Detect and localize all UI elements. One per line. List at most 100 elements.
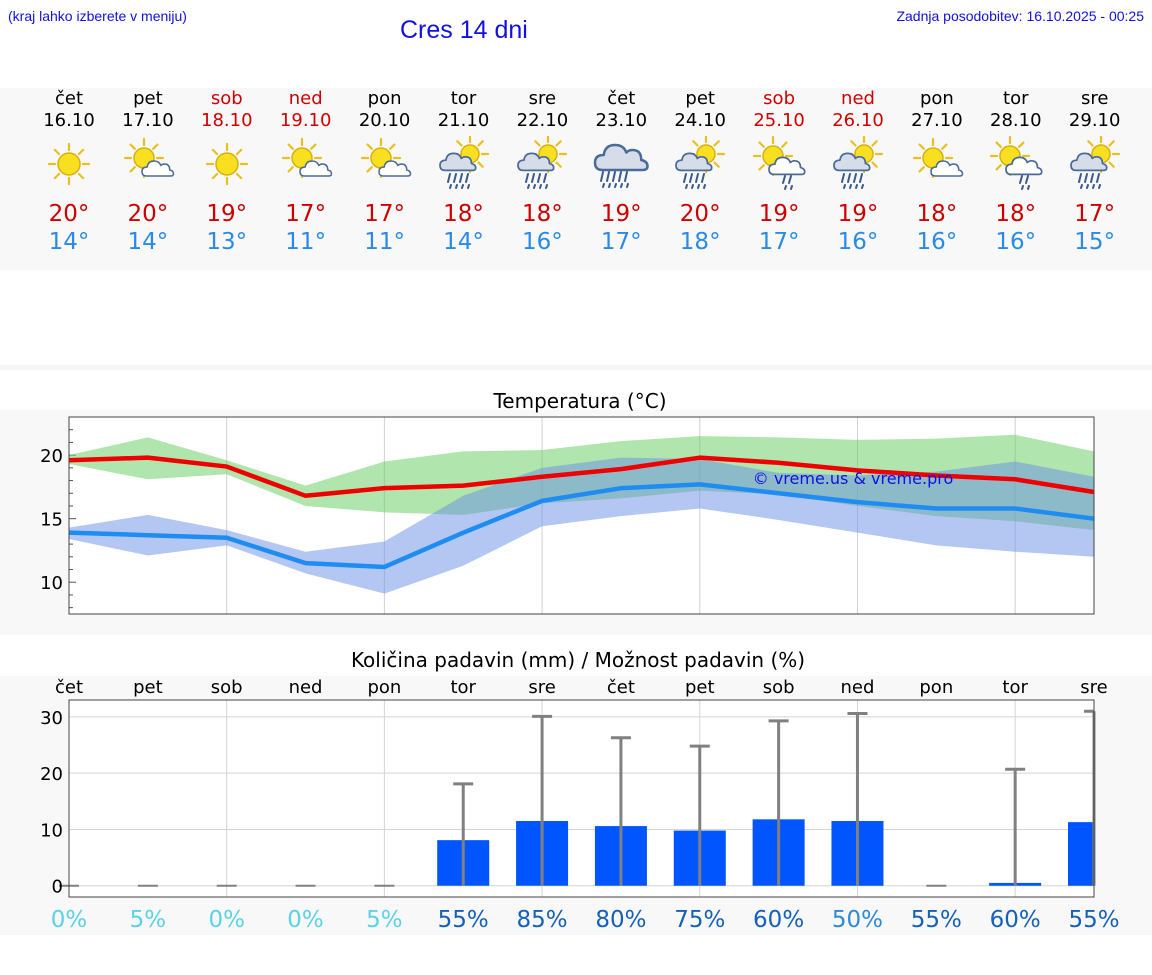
x-tick-label: sob xyxy=(763,677,795,698)
y-tick-label: 10 xyxy=(40,820,63,841)
x-tick-label: čet xyxy=(55,677,83,698)
last-updated: Zadnja posodobitev: 16.10.2025 - 00:25 xyxy=(896,8,1144,24)
y-tick-label: 30 xyxy=(40,708,63,729)
max-temperature: 18° xyxy=(995,201,1037,227)
y-tick-label: 15 xyxy=(40,510,63,531)
precip-chance-label: 5% xyxy=(366,907,403,933)
max-temperature: 18° xyxy=(443,201,484,227)
y-tick-label: 10 xyxy=(40,573,63,594)
day-name: čet xyxy=(54,88,84,109)
min-temperature: 14° xyxy=(48,229,90,255)
day-name: pet xyxy=(133,88,163,109)
day-column: sob 25.10 19° 17° xyxy=(739,88,819,256)
day-column: čet 23.10 19° 17° xyxy=(581,88,661,256)
day-column: pon 27.10 18° 16° xyxy=(897,88,977,256)
min-temperature: 17° xyxy=(600,229,642,255)
day-column: čet 16.10 20° 14° xyxy=(29,88,109,256)
day-name: pet xyxy=(685,88,715,109)
max-temperature: 19° xyxy=(206,201,248,227)
y-tick-label: 0 xyxy=(52,877,63,898)
precip-chance-label: 55% xyxy=(911,907,962,933)
day-column: pet 24.10 20° 18° xyxy=(660,88,740,256)
day-name: čet xyxy=(607,88,636,109)
max-temperature-line xyxy=(68,455,1095,499)
precip-bar xyxy=(1068,822,1094,886)
day-name: ned xyxy=(841,88,875,109)
day-date: 25.10 xyxy=(753,110,805,131)
max-temperature: 18° xyxy=(916,201,958,227)
day-column: sob 18.10 19° 13° xyxy=(187,88,267,256)
sun-cloud-drizzle-icon xyxy=(752,136,806,190)
min-temperature: 18° xyxy=(679,229,721,255)
day-date: 23.10 xyxy=(595,110,648,131)
precip-chance-label: 0% xyxy=(287,907,324,933)
x-tick-label: ned xyxy=(841,677,875,698)
precip-chance-label: 85% xyxy=(517,907,568,933)
min-temperature-range-band xyxy=(69,457,1094,594)
plot-frame xyxy=(68,699,1095,898)
day-date: 18.10 xyxy=(201,110,253,131)
x-tick-label: ned xyxy=(289,677,323,698)
min-temperature: 11° xyxy=(285,229,327,255)
max-temperature: 17° xyxy=(285,201,327,227)
day-date: 21.10 xyxy=(437,110,490,131)
x-tick-label: čet xyxy=(607,677,635,698)
min-temperature: 16° xyxy=(522,229,563,255)
sun-rain-icon xyxy=(833,136,884,189)
sun-cloud-icon xyxy=(281,137,332,179)
day-column: sre 22.10 18° 16° xyxy=(502,88,582,256)
day-date: 17.10 xyxy=(122,110,174,131)
sun-cloud-drizzle-icon xyxy=(989,136,1043,190)
precip-chance-label: 60% xyxy=(753,907,804,933)
precip-chance-label: 50% xyxy=(832,907,883,933)
day-column: sre 29.10 17° 15° xyxy=(1055,88,1135,256)
min-temperature: 16° xyxy=(837,229,879,255)
day-name: sob xyxy=(210,88,243,109)
max-temperature: 20° xyxy=(679,201,721,227)
precip-chance-label: 60% xyxy=(990,907,1041,933)
max-temperature: 19° xyxy=(837,201,879,227)
sun-cloud-icon xyxy=(360,137,411,179)
x-tick-label: sob xyxy=(211,677,243,698)
min-temperature: 17° xyxy=(758,229,800,255)
min-temperature: 15° xyxy=(1074,229,1116,255)
y-tick-label: 20 xyxy=(40,446,63,467)
x-tick-label: pet xyxy=(685,677,715,698)
min-temperature-line xyxy=(68,482,1095,570)
min-temperature: 16° xyxy=(916,229,958,255)
min-temperature: 14° xyxy=(127,229,169,255)
sun-icon xyxy=(47,142,91,186)
sun-rain-icon xyxy=(438,136,489,189)
precip-chance-label: 55% xyxy=(438,907,489,933)
x-tick-label: sre xyxy=(1080,677,1107,698)
y-tick-label: 20 xyxy=(40,764,63,785)
min-temperature: 16° xyxy=(995,229,1037,255)
day-column: tor 28.10 18° 16° xyxy=(976,88,1056,256)
sun-cloud-icon xyxy=(123,137,175,179)
page-title: Cres 14 dni xyxy=(400,16,528,44)
location-hint: (kraj lahko izberete v meniju) xyxy=(8,8,187,24)
precip-chance-label: 0% xyxy=(51,907,88,933)
max-temperature: 18° xyxy=(522,201,563,227)
sun-rain-icon xyxy=(675,136,726,189)
day-name: pon xyxy=(367,88,402,109)
x-tick-label: pon xyxy=(367,677,401,698)
x-tick-label: tor xyxy=(450,677,476,698)
plot-area xyxy=(69,700,1094,897)
day-name: tor xyxy=(450,88,477,109)
day-column: pet 17.10 20° 14° xyxy=(108,88,188,256)
daily-forecast: čet 16.10 20° 14° pet 17.10 20° 14° sob 18.10 19°… xyxy=(0,88,1152,270)
max-temperature: 17° xyxy=(364,201,405,227)
min-temperature: 14° xyxy=(443,229,484,255)
day-name: sre xyxy=(528,88,557,109)
day-name: sob xyxy=(763,88,795,109)
day-name: tor xyxy=(1003,88,1029,109)
x-tick-label: tor xyxy=(1002,677,1028,698)
precip-chance-label: 0% xyxy=(208,907,245,933)
day-date: 24.10 xyxy=(674,110,726,131)
sun-icon xyxy=(205,142,248,186)
day-date: 22.10 xyxy=(516,110,569,131)
x-tick-label: pon xyxy=(919,677,953,698)
min-temperature: 13° xyxy=(206,229,248,255)
